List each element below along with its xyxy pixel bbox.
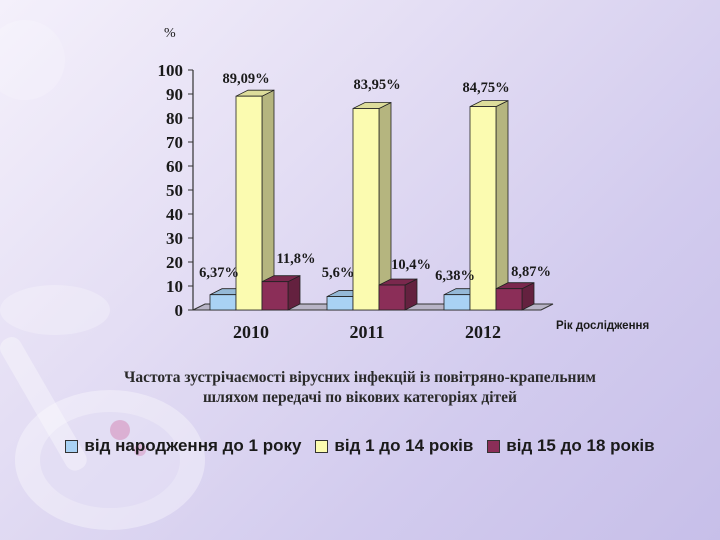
y-tick-label: 0 [175,301,184,320]
y-axis-label: % [164,26,176,41]
legend-swatch-infants [65,439,79,453]
bar [469,106,497,311]
chart-caption: Частота зустрічаємості вірусних інфекцій… [60,368,660,408]
caption-line-2: шляхом передачі по вікових категоріях ді… [203,389,517,406]
bar [495,288,523,311]
bar [235,95,263,311]
data-label: 83,95% [353,77,400,93]
y-tick-label: 40 [166,205,183,224]
bar-side [495,99,509,311]
bar [443,294,471,311]
data-label: 10,4% [391,257,431,273]
chart-legend: від народження до 1 року від 1 до 14 рок… [40,436,680,456]
y-tick-label: 10 [166,277,183,296]
data-label: 89,09% [222,71,269,87]
legend-label-infants: від народження до 1 року [84,436,302,455]
y-tick-label: 30 [166,229,183,248]
bar [326,296,354,311]
legend-item-children: від 1 до 14 років [315,436,473,456]
legend-swatch-children [315,439,329,453]
y-tick-label: 70 [166,133,183,152]
legend-label-teens: від 15 до 18 років [506,436,655,455]
bar [209,294,237,311]
bar [352,108,380,311]
caption-line-1: Частота зустрічаємості вірусних інфекцій… [124,369,596,386]
y-tick-label: 20 [166,253,183,272]
data-label: 8,87% [511,264,551,280]
y-tick-label: 80 [166,109,183,128]
x-tick-label: 2012 [465,322,501,342]
legend-label-children: від 1 до 14 років [334,436,474,455]
x-tick-label: 2011 [349,322,384,342]
data-label: 11,8% [276,251,315,267]
legend-item-teens: від 15 до 18 років [487,436,655,456]
y-tick-label: 50 [166,181,183,200]
data-label: 5,6% [322,265,355,281]
bar [261,281,289,311]
data-label: 6,38% [435,268,475,284]
bar [378,284,406,311]
x-tick-label: 2010 [233,322,269,342]
bar-side [378,101,392,311]
data-label: 84,75% [462,80,509,96]
legend-swatch-teens [487,439,501,453]
data-label: 6,37% [199,265,239,281]
x-axis-label: Рік дослідження [556,320,649,332]
y-tick-label: 90 [166,85,183,104]
y-tick-label: 100 [158,61,184,80]
legend-item-infants: від народження до 1 року [65,436,301,456]
y-tick-label: 60 [166,157,183,176]
